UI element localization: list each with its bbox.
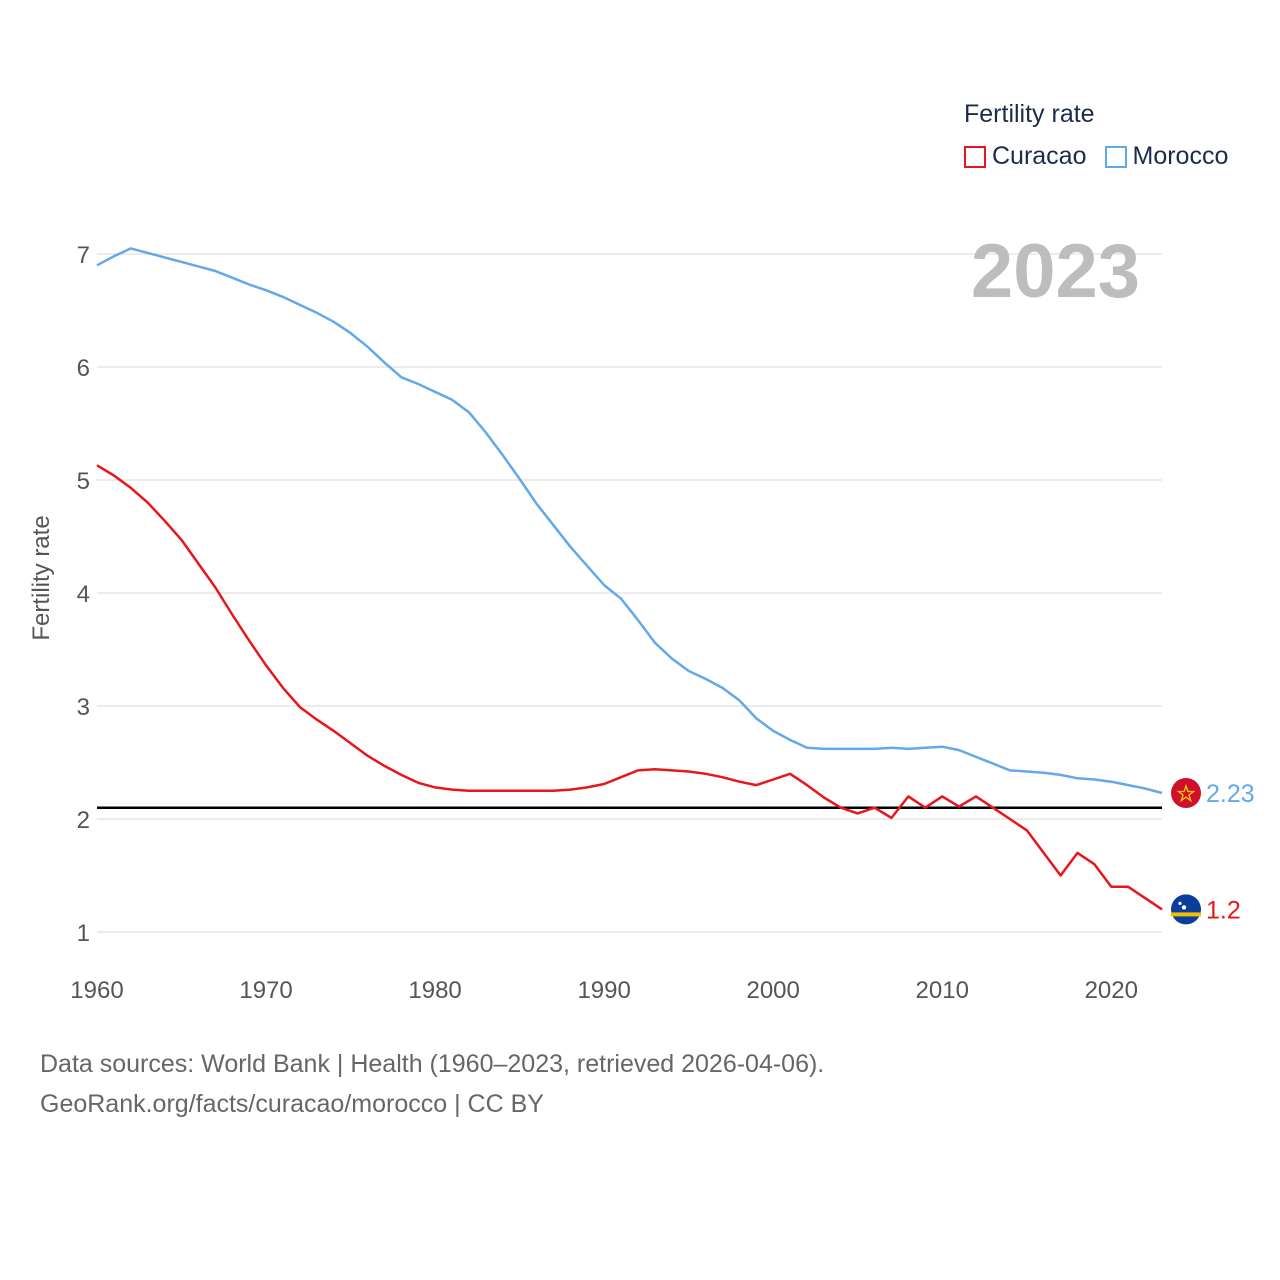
legend-item-morocco[interactable]: Morocco [1104,142,1229,171]
end-value-label-morocco: 2.23 [1206,780,1255,808]
legend-swatch-morocco [1104,145,1127,168]
x-tick-2010: 2010 [916,977,969,1004]
grid-lines [97,253,1162,933]
end-value-label-curacao: 1.2 [1206,896,1241,924]
y-tick-7: 7 [77,242,90,269]
y-tick-1: 1 [77,920,90,947]
series-group [96,247,1163,911]
footer-attribution: GeoRank.org/facts/curacao/morocco | CC B… [40,1090,544,1118]
footer-source: Data sources: World Bank | Health (1960–… [40,1050,825,1078]
legend: Curacao Morocco [964,142,1246,171]
end-markers: 1.2 2.23 [1171,778,1255,925]
curacao-star-icon-large [1181,905,1187,910]
x-tick-2000: 2000 [746,977,799,1004]
y-axis-label: Fertility rate [28,515,55,641]
legend-label-morocco: Morocco [1132,142,1229,170]
curacao-star-icon-small [1178,901,1182,906]
curacao-flag-stripe [1171,912,1201,917]
x-tick-1990: 1990 [577,977,630,1004]
y-tick-2: 2 [77,807,90,834]
x-tick-1980: 1980 [408,977,461,1004]
y-tick-5: 5 [77,468,90,495]
y-tick-labels: 1 2 3 4 5 6 7 [77,242,90,947]
year-label: 2023 [970,229,1140,314]
legend-swatch-curacao [964,145,986,168]
curacao-flag-icon [1171,894,1201,925]
x-tick-labels: 1960 1970 1980 1990 2000 2010 2020 [70,977,1138,1004]
morocco-star-icon [1176,783,1196,803]
y-tick-6: 6 [77,355,90,382]
legend-item-curacao[interactable]: Curacao [964,142,1087,171]
legend-label-curacao: Curacao [992,142,1087,170]
y-tick-3: 3 [77,694,90,721]
series-line-morocco [96,247,1163,795]
footer: Data sources: World Bank | Health (1960–… [40,1044,824,1124]
series-line-curacao [96,464,1163,911]
legend-title: Fertility rate [964,100,1095,128]
x-tick-2020: 2020 [1085,977,1138,1004]
y-tick-4: 4 [77,581,90,608]
morocco-flag-icon [1171,778,1201,809]
x-tick-1970: 1970 [239,977,292,1004]
x-tick-1960: 1960 [70,977,123,1004]
